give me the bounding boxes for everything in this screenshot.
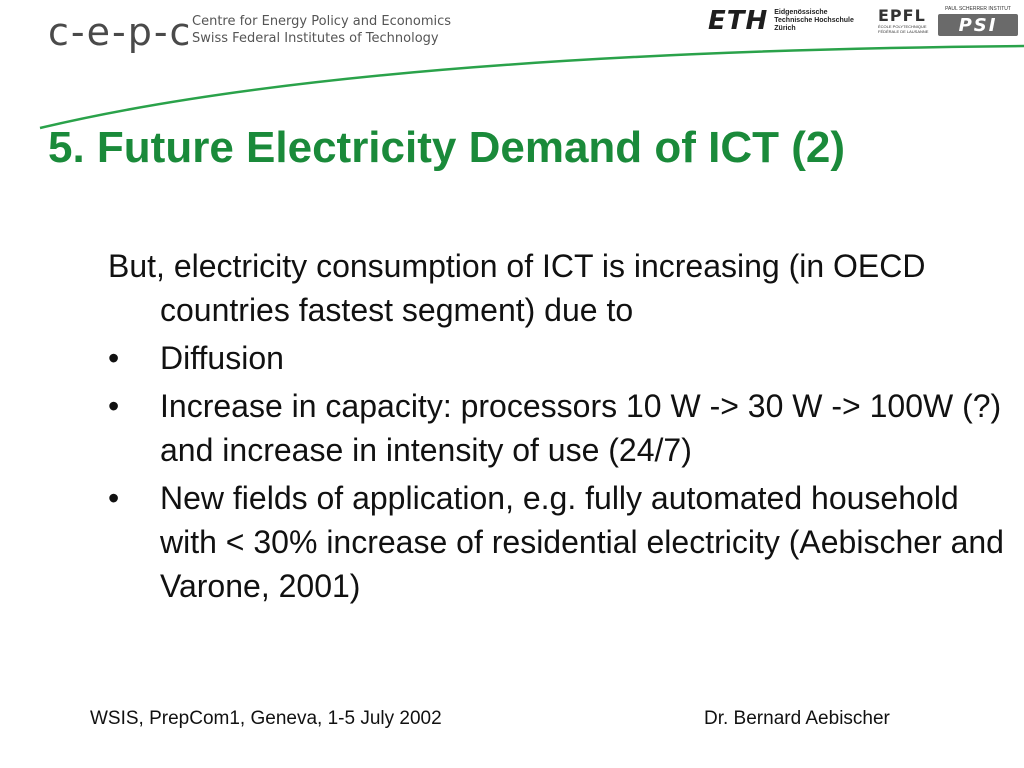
intro-text: But, electricity consumption of ICT is i… bbox=[108, 248, 926, 328]
eth-logo-subtitle: Eidgenössische Technische Hochschule Zür… bbox=[774, 9, 854, 33]
eth-sub-line1: Eidgenössische bbox=[774, 9, 828, 16]
cepe-subtitle: Centre for Energy Policy and Economics S… bbox=[192, 13, 451, 47]
slide-title: 5. Future Electricity Demand of ICT (2) bbox=[48, 123, 846, 172]
list-item: • New fields of application, e.g. fully … bbox=[108, 476, 1013, 608]
psi-logo-top-text: PAUL SCHERRER INSTITUT bbox=[945, 6, 1011, 12]
slide-header: c-e-p-c Centre for Energy Policy and Eco… bbox=[0, 0, 1024, 130]
cepe-logo: c-e-p-c bbox=[48, 10, 192, 54]
epfl-sub-line1: ÉCOLE POLYTECHNIQUE bbox=[878, 24, 927, 29]
list-item: • Increase in capacity: processors 10 W … bbox=[108, 384, 1013, 472]
list-item-text: Diffusion bbox=[160, 340, 284, 376]
psi-logo-box: PSI bbox=[938, 14, 1018, 36]
epfl-logo: EPFL ÉCOLE POLYTECHNIQUE FÉDÉRALE DE LAU… bbox=[878, 6, 936, 35]
psi-logo-text: PSI bbox=[958, 14, 998, 36]
cepe-logo-text: c-e-p-c bbox=[48, 10, 193, 54]
epfl-logo-text: EPFL bbox=[878, 6, 926, 25]
list-item: • Diffusion bbox=[108, 336, 1013, 380]
footer-author: Dr. Bernard Aebischer bbox=[704, 708, 890, 729]
cepe-subtitle-line2: Swiss Federal Institutes of Technology bbox=[192, 31, 439, 46]
swoosh-curve bbox=[39, 44, 1024, 130]
bullet-list: • Diffusion • Increase in capacity: proc… bbox=[108, 336, 1013, 608]
slide-content: But, electricity consumption of ICT is i… bbox=[108, 244, 1013, 612]
eth-logo-text: ETH bbox=[708, 6, 769, 36]
list-item-text: New fields of application, e.g. fully au… bbox=[160, 480, 1004, 604]
footer-event: WSIS, PrepCom1, Geneva, 1-5 July 2002 bbox=[90, 708, 442, 729]
eth-sub-line3: Zürich bbox=[774, 25, 796, 32]
epfl-sub-line2: FÉDÉRALE DE LAUSANNE bbox=[878, 29, 929, 34]
list-item-text: Increase in capacity: processors 10 W ->… bbox=[160, 388, 1002, 468]
bullet-icon: • bbox=[108, 388, 120, 424]
partner-logos: ETH Eidgenössische Technische Hochschule… bbox=[700, 2, 1024, 40]
epfl-logo-subtitle: ÉCOLE POLYTECHNIQUE FÉDÉRALE DE LAUSANNE bbox=[878, 24, 936, 34]
cepe-subtitle-line1: Centre for Energy Policy and Economics bbox=[192, 14, 452, 29]
header-swoosh bbox=[39, 44, 1024, 130]
bullet-icon: • bbox=[108, 480, 120, 516]
psi-logo: PAUL SCHERRER INSTITUT PSI bbox=[938, 6, 1018, 36]
bullet-icon: • bbox=[108, 340, 120, 376]
eth-sub-line2: Technische Hochschule bbox=[774, 17, 854, 24]
eth-logo: ETH Eidgenössische Technische Hochschule… bbox=[708, 8, 854, 34]
